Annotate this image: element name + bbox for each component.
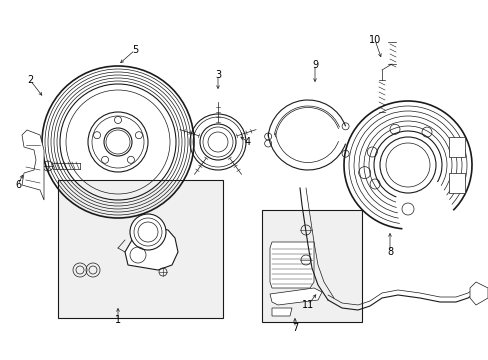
Text: 1: 1 [115, 315, 121, 325]
Text: 9: 9 [311, 60, 317, 70]
Polygon shape [448, 173, 464, 193]
Polygon shape [469, 282, 487, 305]
Text: 3: 3 [215, 70, 221, 80]
Polygon shape [271, 308, 291, 316]
Text: 4: 4 [244, 137, 250, 147]
Text: 5: 5 [132, 45, 138, 55]
Text: 6: 6 [15, 180, 21, 190]
Bar [58, 180, 223, 318]
Polygon shape [269, 242, 313, 288]
Polygon shape [448, 137, 464, 157]
Text: 10: 10 [368, 35, 380, 45]
Circle shape [130, 214, 165, 250]
Polygon shape [22, 130, 44, 200]
Text: 8: 8 [386, 247, 392, 257]
Bar [262, 210, 361, 322]
Text: 7: 7 [291, 323, 298, 333]
Text: 2: 2 [27, 75, 33, 85]
Text: 11: 11 [301, 300, 313, 310]
Polygon shape [269, 288, 321, 305]
Polygon shape [125, 228, 178, 270]
